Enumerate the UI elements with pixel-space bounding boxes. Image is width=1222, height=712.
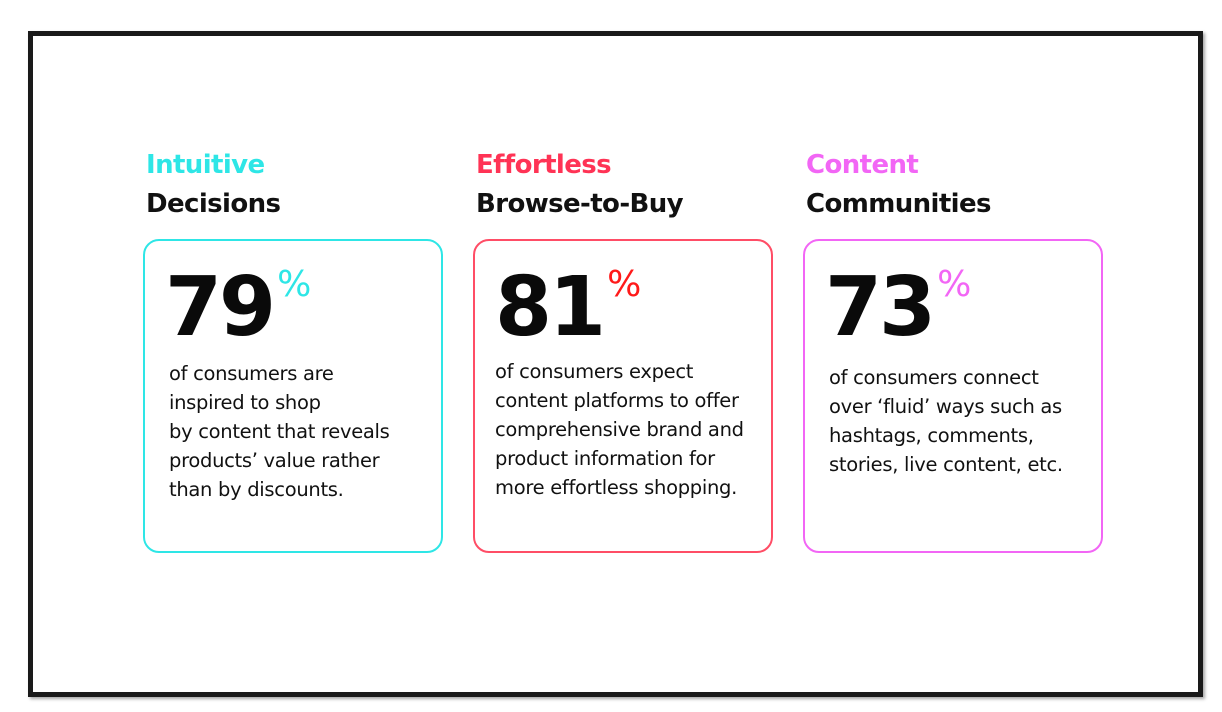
stat-card: 79% of consumers are inspired to shop by… (143, 239, 443, 553)
stat-value: 81% (495, 263, 641, 353)
stat-description: of consumers expect content platforms to… (495, 357, 775, 502)
main-heading: Browse-to-Buy (476, 189, 684, 219)
description-line: of consumers expect (495, 360, 694, 383)
stat-number: 81 (495, 260, 606, 355)
accent-heading: Intuitive (146, 150, 265, 180)
description-line: content platforms to offer (495, 389, 739, 412)
percent-sign: % (277, 264, 312, 305)
description-line: by content that reveals (169, 420, 390, 443)
stat-value: 73% (825, 263, 971, 353)
stat-description: of consumers are inspired to shop by con… (169, 359, 449, 504)
description-line: than by discounts. (169, 478, 344, 501)
description-line: over ‘fluid’ ways such as (829, 395, 1062, 418)
description-line: comprehensive brand and (495, 418, 744, 441)
description-line: of consumers are (169, 362, 334, 385)
accent-heading: Content (806, 150, 919, 180)
percent-sign: % (607, 264, 642, 305)
stat-card: 81% of consumers expect content platform… (473, 239, 773, 553)
description-line: hashtags, comments, (829, 424, 1034, 447)
accent-heading: Effortless (476, 150, 612, 180)
slide-frame: Intuitive Decisions 79% of consumers are… (28, 31, 1203, 697)
stat-description: of consumers connect over ‘fluid’ ways s… (829, 363, 1109, 479)
description-line: more effortless shopping. (495, 476, 738, 499)
stat-number: 79 (165, 260, 276, 355)
stat-number: 73 (825, 260, 936, 355)
description-line: stories, live content, etc. (829, 453, 1063, 476)
stat-value: 79% (165, 263, 311, 353)
main-heading: Decisions (146, 189, 281, 219)
stat-card: 73% of consumers connect over ‘fluid’ wa… (803, 239, 1103, 553)
description-line: products’ value rather (169, 449, 380, 472)
percent-sign: % (937, 264, 972, 305)
description-line: of consumers connect (829, 366, 1039, 389)
description-line: inspired to shop (169, 391, 321, 414)
description-line: product information for (495, 447, 715, 470)
main-heading: Communities (806, 189, 992, 219)
